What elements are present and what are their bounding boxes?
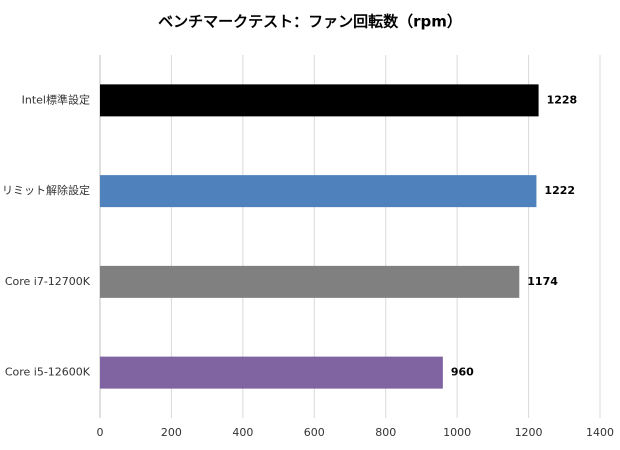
x-tick-label: 0 <box>97 426 104 439</box>
x-tick-label: 200 <box>161 426 182 439</box>
x-tick-label: 1000 <box>443 426 471 439</box>
y-tick-label: Core i5-12600K <box>5 366 91 379</box>
x-tick-label: 600 <box>304 426 325 439</box>
y-tick-label: リミット解除設定 <box>2 183 90 197</box>
bar <box>100 356 443 389</box>
data-label: 960 <box>451 366 474 379</box>
x-tick-label: 1400 <box>586 426 614 439</box>
x-tick-label: 800 <box>375 426 396 439</box>
data-label: 1174 <box>527 275 558 288</box>
bar <box>100 84 539 117</box>
y-tick-label: Intel標準設定 <box>22 92 90 106</box>
bar <box>100 175 537 208</box>
data-label: 1222 <box>544 184 575 197</box>
data-label: 1228 <box>547 93 578 106</box>
chart-title: ベンチマークテスト：ファン回転数（rpm） <box>158 13 462 31</box>
x-tick-label: 400 <box>232 426 253 439</box>
x-tick-label: 1200 <box>515 426 543 439</box>
bar <box>100 265 520 298</box>
y-tick-label: Core i7-12700K <box>5 275 91 288</box>
